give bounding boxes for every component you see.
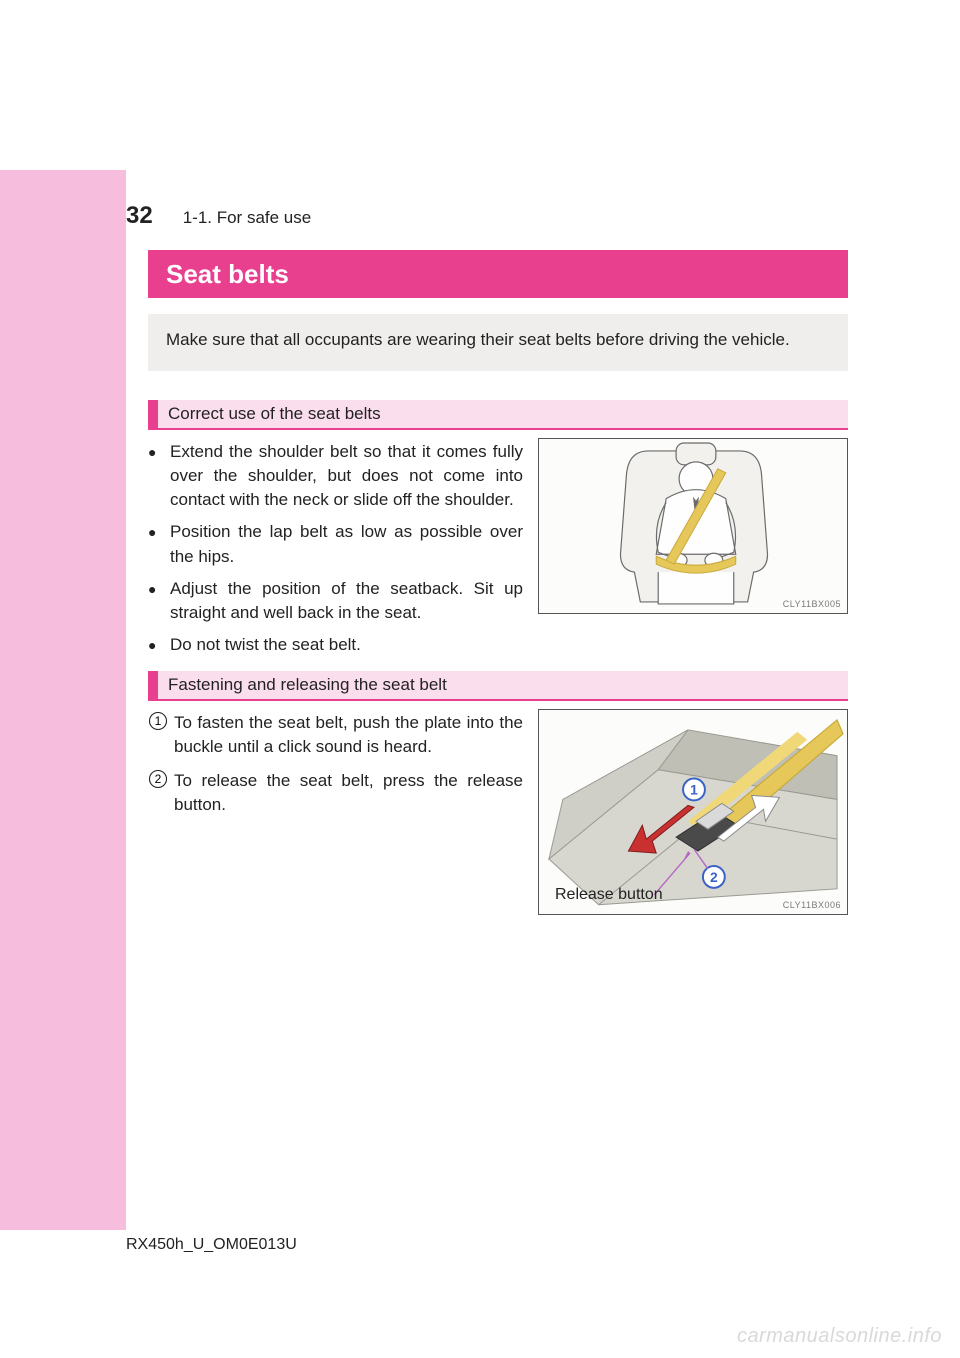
svg-text:2: 2 [155,772,162,786]
page-number: 32 [126,202,153,230]
subheading-label: Fastening and releasing the seat belt [168,675,447,695]
page-title: Seat belts [166,259,289,290]
content-fasten-release: 1 To fasten the seat belt, push the plat… [148,711,848,828]
list-item: ● Adjust the position of the seatback. S… [148,577,523,625]
svg-text:1: 1 [155,714,162,728]
figure-correct-use: CLY11BX005 [538,438,848,614]
bullet-icon: ● [148,440,170,512]
accent-bar [148,400,158,428]
release-button-label: Release button [555,886,663,904]
list-item: ● Position the lap belt as low as possib… [148,520,523,568]
subheading-label: Correct use of the seat belts [168,404,381,424]
list-item: 1 To fasten the seat belt, push the plat… [148,711,523,759]
step-number-icon: 2 [148,769,174,817]
list-item: 2 To release the seat belt, press the re… [148,769,523,817]
watermark: carmanualsonline.info [737,1325,942,1348]
bullet-icon: ● [148,577,170,625]
intro-text: Make sure that all occupants are wearing… [166,330,790,349]
svg-text:1: 1 [690,781,698,797]
side-tab [0,170,126,1230]
bullet-text: Adjust the position of the seatback. Sit… [170,577,523,625]
figure-code: CLY11BX005 [783,599,841,609]
list-item: ● Extend the shoulder belt so that it co… [148,440,523,512]
step-number-icon: 1 [148,711,174,759]
title-bar: Seat belts [148,250,848,298]
seatbelt-illustration-icon [539,439,847,614]
intro-box: Make sure that all occupants are wearing… [148,314,848,371]
accent-bar [148,671,158,699]
list-item: ● Do not twist the seat belt. [148,633,523,657]
bullet-text: Do not twist the seat belt. [170,633,361,657]
subheading-fasten-release: Fastening and releasing the seat belt [148,671,848,701]
bullet-text: Position the lap belt as low as possible… [170,520,523,568]
figure-code: CLY11BX006 [783,900,841,910]
section-path: 1-1. For safe use [183,208,312,228]
step-text: To release the seat belt, press the rele… [174,769,523,817]
buckle-illustration-icon: 1 2 [539,710,847,915]
bullet-icon: ● [148,633,170,657]
svg-text:2: 2 [710,869,718,885]
subheading-correct-use: Correct use of the seat belts [148,400,848,430]
bullet-text: Extend the shoulder belt so that it come… [170,440,523,512]
step-text: To fasten the seat belt, push the plate … [174,711,523,759]
document-id: RX450h_U_OM0E013U [126,1236,297,1254]
figure-fasten-release: 1 2 Release button CLY11BX006 [538,709,848,915]
content-correct-use: ● Extend the shoulder belt so that it co… [148,440,848,665]
page-header: 32 1-1. For safe use [126,202,311,230]
bullet-icon: ● [148,520,170,568]
